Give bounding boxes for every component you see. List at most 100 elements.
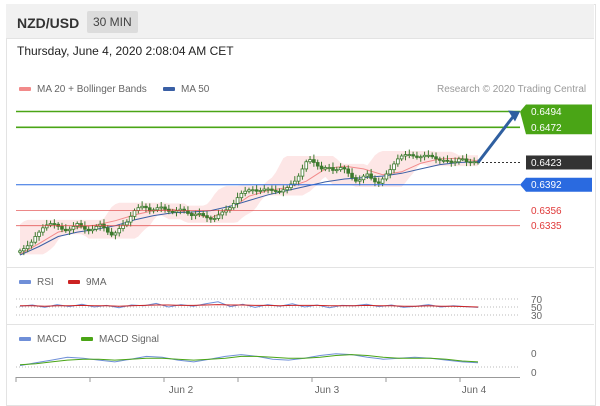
candle-body <box>247 189 251 192</box>
ma9-swatch <box>68 280 80 285</box>
level-label-support_2: 0.6335 <box>531 221 562 232</box>
level-label-support_1: 0.6356 <box>531 206 562 217</box>
candle-body <box>193 213 198 217</box>
candle-body <box>71 225 76 230</box>
x-axis-label: Jun 4 <box>462 385 487 396</box>
candle-body <box>83 225 87 230</box>
candle-body <box>18 250 22 253</box>
macd-tick-label: 0 <box>531 368 537 379</box>
candle-body <box>323 167 328 170</box>
candle-body <box>144 205 148 209</box>
x-axis-label: Jun 2 <box>169 385 194 396</box>
candle-body <box>453 161 457 164</box>
candle-body <box>449 160 454 163</box>
candle-body <box>285 187 289 191</box>
candle-body <box>220 211 225 216</box>
ma20-swatch <box>19 87 31 92</box>
candle-body <box>22 248 26 252</box>
candle-body <box>254 189 259 192</box>
candle-body <box>216 214 221 219</box>
level-label-pivot: 0.6392 <box>531 180 562 191</box>
timeframe-button[interactable]: 30 MIN <box>87 11 138 33</box>
candle-body <box>357 179 362 182</box>
candle-body <box>460 158 465 161</box>
candle-body <box>331 167 335 171</box>
rsi-tick-label: 30 <box>531 311 543 322</box>
rsi-line <box>19 301 479 309</box>
legend-ma50: MA 50 <box>163 84 209 96</box>
candle-body <box>346 168 351 174</box>
candle-body <box>155 207 160 211</box>
candle-body <box>350 172 354 178</box>
timestamp-text: Thursday, June 4, 2020 2:08:04 AM CET <box>17 44 234 58</box>
rsi-swatch <box>19 280 31 285</box>
forecast-arrowhead <box>508 110 520 122</box>
candle-body <box>113 232 118 236</box>
candle-body <box>189 213 194 217</box>
candle-body <box>243 190 247 194</box>
rsi-tick-label: 70 <box>531 295 543 306</box>
candle-body <box>125 221 129 226</box>
candle-body <box>334 169 339 172</box>
candle-body <box>369 173 373 179</box>
candle-body <box>231 203 236 209</box>
candle-body <box>29 241 34 247</box>
candle-body <box>457 158 461 163</box>
rsi-tick-label: 50 <box>531 303 543 314</box>
candle-body <box>201 213 206 217</box>
candle-body <box>270 188 274 191</box>
candle-body <box>90 228 95 232</box>
candle-body <box>384 173 389 180</box>
candle-body <box>396 158 400 165</box>
candle-body <box>354 177 358 182</box>
candle-body <box>319 165 324 170</box>
candle-body <box>266 188 270 191</box>
candle-body <box>79 223 83 227</box>
level-label-resistance_2: 0.6494 <box>531 107 562 118</box>
candle-body <box>197 213 202 215</box>
candle-body <box>445 159 450 162</box>
candle-body <box>163 206 167 210</box>
candle-body <box>418 156 423 159</box>
candle-body <box>205 215 209 219</box>
macd-signal-line <box>19 354 479 366</box>
legend-macd-signal-label: MACD Signal <box>99 334 160 345</box>
candle-body <box>209 217 213 220</box>
candle-body <box>33 236 38 243</box>
candle-body <box>327 167 331 169</box>
ma50-swatch <box>163 87 175 92</box>
legend-macd-label: MACD <box>37 334 67 345</box>
legend-macd-signal: MACD Signal <box>81 334 159 346</box>
candle-body <box>392 163 396 171</box>
candle-body <box>365 173 370 177</box>
candle-body <box>426 154 431 157</box>
candle-body <box>373 177 377 183</box>
bollinger-band <box>20 150 478 255</box>
candle-body <box>147 207 152 212</box>
candle-body <box>376 181 381 184</box>
candle-body <box>86 228 91 232</box>
legend-ma20-label: MA 20 + Bollinger Bands <box>37 84 147 95</box>
candle-body <box>94 225 99 230</box>
candle-body <box>273 190 278 192</box>
candle-body <box>296 175 301 182</box>
chart-frame <box>6 4 596 406</box>
candle-body <box>308 159 312 163</box>
candle-body <box>281 189 286 193</box>
candle-body <box>258 190 263 192</box>
candle-body <box>235 197 240 204</box>
candle-body <box>338 167 343 171</box>
candle-body <box>117 228 122 234</box>
resistance-tag <box>520 104 592 135</box>
candle-body <box>403 154 408 157</box>
candle-body <box>41 227 45 233</box>
candle-body <box>121 224 125 229</box>
candle-body <box>44 224 49 229</box>
macd-tick-label: 0 <box>531 349 537 360</box>
candle-body <box>140 205 144 209</box>
candle-body <box>441 159 446 162</box>
forecast-arrow-shaft <box>476 114 516 164</box>
level-tag-current <box>526 155 592 170</box>
candle-body <box>75 223 80 227</box>
level-tag-pivot <box>520 177 592 192</box>
